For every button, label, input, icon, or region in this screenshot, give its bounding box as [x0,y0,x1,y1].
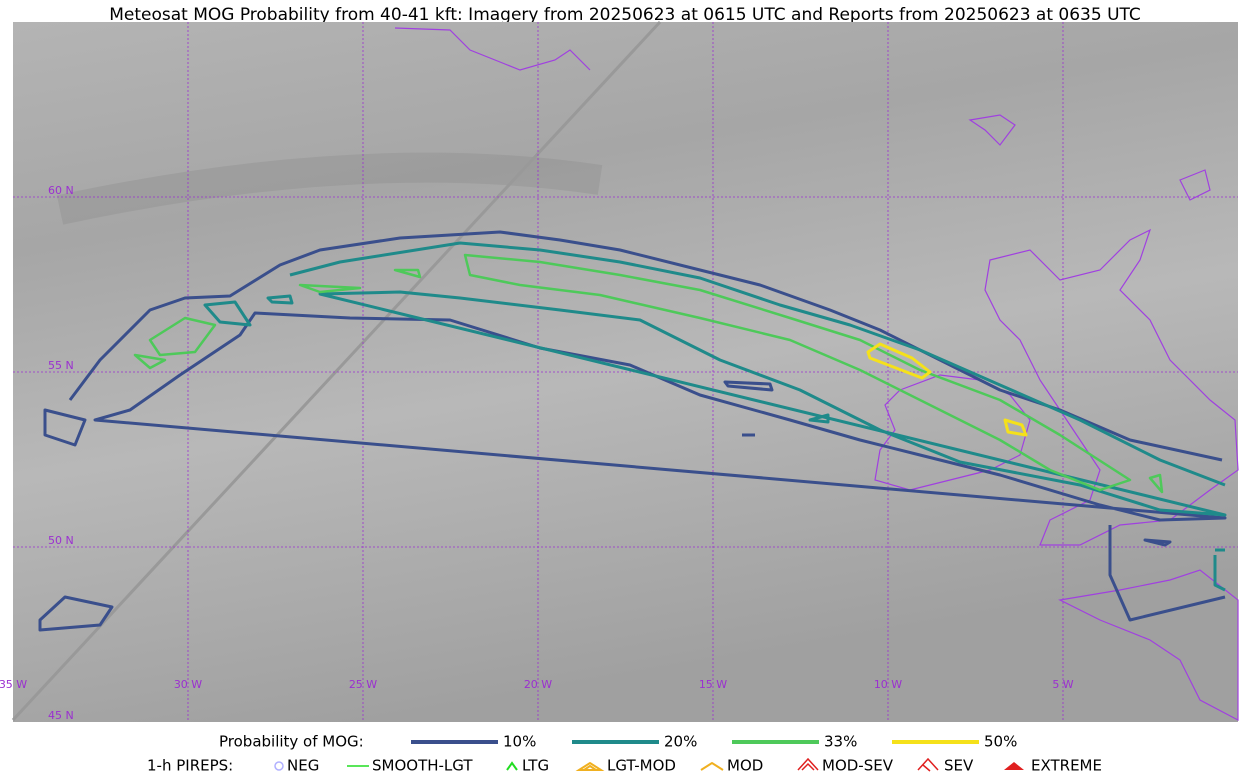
map: 60 N 55 N 50 N 45 N 35 W 30 W 25 W 20 W 15 W 10 … [0,20,1239,722]
contour-50 [866,342,1028,437]
legend-item: SEV [944,757,974,775]
lat-label: 45 N [48,709,74,722]
legend-item: MOD-SEV [822,757,894,775]
legend-symbol [1004,762,1024,770]
title: Meteosat MOG Probability from 40-41 kft:… [109,5,1141,25]
coastline [394,27,591,71]
legend-item: 10% [503,733,536,751]
coastline [968,114,1016,146]
legend-symbol [797,757,819,771]
lon-label: 35 W [0,678,27,691]
coastline [1058,569,1239,721]
legend-item: NEG [287,757,319,775]
legend-item: LGT-MOD [607,757,676,775]
legend-item: LTG [522,757,549,775]
legend-item: 50% [984,733,1017,751]
legend-item: 20% [664,733,697,751]
legend-symbol [917,757,939,772]
coastline [984,228,1239,546]
legend: Probability of MOG: 10% 20% 33% 50% 1-h … [147,733,1102,775]
lon-label: 5 W [1052,678,1073,691]
graticule [13,22,1238,722]
legend-symbol [700,761,724,771]
lon-label: 15 W [699,678,727,691]
contour-20 [203,241,1227,592]
legend-symbol [506,761,518,771]
lat-labels: 60 N 55 N 50 N 45 N [48,184,74,722]
contour-10 [68,230,1227,522]
contours [38,230,1227,632]
lat-label: 55 N [48,359,74,372]
swath-edge [11,20,662,722]
legend-item: MOD [727,757,763,775]
lon-label: 10 W [874,678,902,691]
lat-label: 60 N [48,184,74,197]
dark-band [56,152,603,225]
contour-10 [38,380,1226,632]
lon-label: 20 W [524,678,552,691]
legend-item: EXTREME [1031,757,1102,775]
lat-label: 50 N [48,534,74,547]
legend-item: 33% [824,733,857,751]
legend-title: 1-h PIREPS: [147,757,233,775]
legend-symbol [575,761,605,771]
legend-item: SMOOTH-LGT [372,757,473,775]
legend-symbol [274,761,284,771]
lon-label: 30 W [174,678,202,691]
contour-33 [133,253,1164,494]
lon-label: 25 W [349,678,377,691]
coastline [1179,169,1211,201]
lon-labels: 35 W 30 W 25 W 20 W 15 W 10 W 5 W [0,678,1074,691]
legend-title: Probability of MOG: [219,733,364,751]
